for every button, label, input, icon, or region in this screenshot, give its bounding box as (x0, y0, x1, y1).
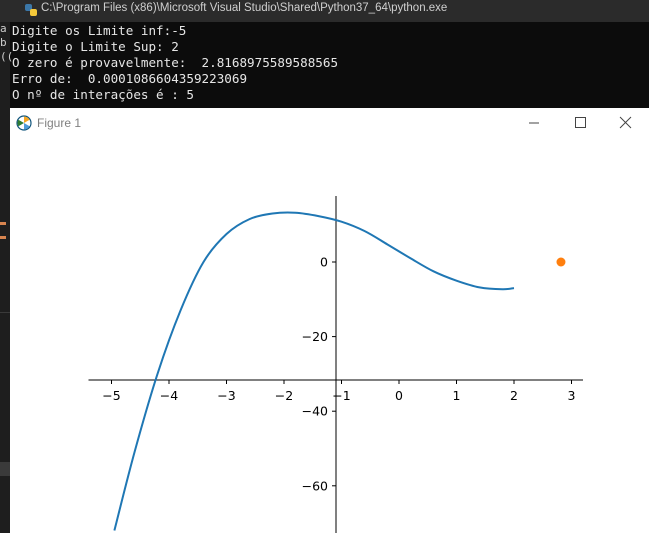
console-title: C:\Program Files (x86)\Microsoft Visual … (41, 2, 448, 14)
ide-fragment: (( (0, 50, 14, 63)
x-tick-label: −4 (160, 388, 178, 403)
console-line: Erro de: 0.0001086604359223069 (12, 71, 248, 86)
axes: −5 −4 −3 −2 −1 0 1 2 3 0 −20 −40 −60 (88, 196, 583, 533)
ide-divider (0, 312, 10, 313)
console-output: Digite os Limite inf:-5 Digite o Limite … (0, 22, 649, 108)
y-tick-label: 0 (320, 255, 328, 270)
root-point (556, 257, 566, 267)
console-line: Digite o Limite Sup: 2 (12, 39, 179, 54)
x-tick-label: −3 (217, 388, 235, 403)
matplotlib-icon (16, 115, 32, 131)
python-icon (25, 4, 37, 16)
y-tick-label: −20 (302, 329, 328, 344)
minimize-button[interactable] (511, 108, 557, 138)
figure-titlebar[interactable]: Figure 1 (10, 108, 649, 138)
plot-marks (113, 211, 566, 531)
ide-fragment: b (0, 36, 7, 49)
y-tick-label: −60 (302, 478, 328, 493)
ide-panel-edge (0, 462, 10, 476)
x-tick-label: −2 (275, 388, 293, 403)
background-ide-edge: a b (( (0, 22, 14, 533)
x-tick-label: −5 (102, 388, 120, 403)
maximize-icon (575, 117, 586, 128)
x-tick-label: 2 (510, 388, 518, 403)
console-titlebar: C:\Program Files (x86)\Microsoft Visual … (0, 0, 649, 23)
figure-window: Figure 1 −5 −4 −3 −2 −1 0 1 2 3 0 −20 −40 −60 (10, 108, 649, 533)
close-icon (619, 116, 632, 129)
function-curve (113, 211, 515, 531)
x-tick-label: 0 (395, 388, 403, 403)
console-line: O zero é provavelmente: 2.81689755895885… (12, 55, 339, 70)
x-tick-label: 1 (453, 388, 461, 403)
ide-fragment: a (0, 22, 7, 35)
x-tick-label: −1 (332, 388, 350, 403)
plot-canvas[interactable]: −5 −4 −3 −2 −1 0 1 2 3 0 −20 −40 −60 (10, 108, 649, 533)
y-tick-label: −40 (302, 404, 328, 419)
close-button[interactable] (603, 108, 649, 138)
x-tick-label: 3 (568, 388, 576, 403)
maximize-button[interactable] (557, 108, 603, 138)
console-line: O nº de interações é : 5 (12, 87, 194, 102)
ide-orange-marks (0, 218, 10, 246)
figure-title: Figure 1 (37, 116, 82, 130)
console-line: Digite os Limite inf:-5 (12, 23, 187, 38)
